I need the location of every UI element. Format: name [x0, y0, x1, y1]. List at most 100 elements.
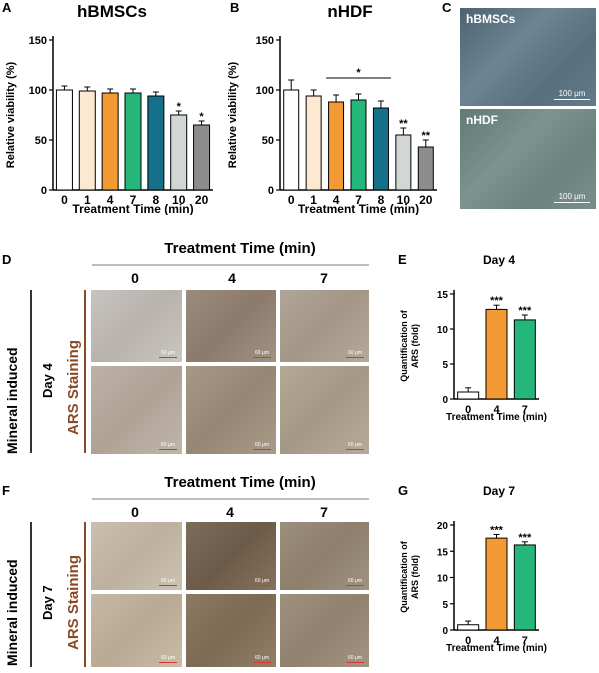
bar: [417, 146, 434, 191]
x-tick-label: 8: [153, 193, 160, 207]
y-tick-label: 100: [256, 85, 274, 97]
x-tick-label: 8: [378, 193, 385, 207]
y-axis-label-group: Quantification of ARS (fold): [399, 309, 420, 381]
panel-label-d: D: [2, 252, 12, 267]
grid-f-vrule-stain: [84, 522, 86, 667]
ars-image-d4-7-b: 60 μm: [280, 366, 369, 454]
panel-label-g: G: [398, 483, 409, 498]
ars-image-d4-0-b: 60 μm: [91, 366, 182, 454]
x-tick-label: 0: [465, 635, 471, 647]
x-tick-label: 4: [107, 193, 114, 207]
x-tick-label: 0: [465, 404, 471, 416]
micrograph-label-hbmscs: hBMSCs: [466, 12, 516, 26]
grid-f-row-outer: Mineral induced: [4, 559, 20, 666]
ars-image-d4-7-a: 60 μm: [280, 290, 369, 362]
y-tick-label: 50: [262, 135, 274, 147]
significance-label: ***: [490, 295, 504, 307]
y-tick-label: 0: [41, 185, 47, 197]
bar: [328, 101, 345, 191]
x-tick-label: 7: [522, 635, 528, 647]
chart-title: hBMSCs: [77, 2, 147, 21]
chart-title: nHDF: [327, 2, 372, 21]
bar: [457, 624, 480, 631]
grid-d-row-stain: ARS Staining: [65, 339, 82, 435]
y-tick-label: 150: [29, 35, 47, 47]
x-tick-label: 0: [61, 193, 68, 207]
scale-bar-text: 60 μm: [348, 350, 362, 356]
bar: [350, 99, 367, 191]
x-tick-label: 7: [522, 404, 528, 416]
ars-image-d7-7-b: 60 μm: [280, 594, 369, 667]
y-axis-label-group: Quantification of ARS (fold): [399, 540, 420, 612]
x-tick-label: 1: [84, 193, 91, 207]
significance-label: **: [422, 130, 431, 142]
bar: [372, 107, 389, 191]
bar: [124, 92, 142, 191]
grid-f-col-0: 0: [131, 504, 139, 520]
x-axis-label: Treatment Time (min): [72, 202, 193, 215]
x-tick-label: 7: [355, 193, 362, 207]
bar: [513, 319, 536, 400]
grid-d-col-7: 7: [320, 270, 328, 286]
y-axis-label: ARS (fold): [410, 555, 420, 599]
significance-label: *: [199, 111, 204, 123]
micrograph-hbmscs: hBMSCs 100 μm: [460, 8, 596, 106]
grid-f-title: Treatment Time (min): [164, 474, 316, 491]
scale-bar-text: 60 μm: [348, 442, 362, 448]
ars-image-d7-4-a: 60 μm: [186, 522, 276, 590]
grid-d-title: Treatment Time (min): [164, 240, 316, 257]
y-axis-label-group: Relative viability (%): [227, 61, 239, 168]
chart-title: Day 7: [483, 484, 515, 498]
micrograph-nhdf: nHDF 100 μm: [460, 109, 596, 209]
micrograph-label-nhdf: nHDF: [466, 113, 498, 127]
y-axis-label: ARS (fold): [410, 324, 420, 368]
panel-label-e: E: [398, 252, 407, 267]
grid-f-col-7: 7: [320, 504, 328, 520]
grid-f-col-4: 4: [226, 504, 234, 520]
scale-bar-text: 60 μm: [255, 655, 269, 661]
x-tick-label: 4: [333, 193, 340, 207]
significance-label: ***: [518, 305, 532, 317]
grid-f-vrule-outer: [30, 522, 32, 667]
ars-image-d4-0-a: 60 μm: [91, 290, 182, 362]
ars-image-d7-0-b: 60 μm: [91, 594, 182, 667]
y-axis-label-group: Relative viability (%): [5, 61, 17, 168]
x-tick-label: 4: [493, 635, 500, 647]
bar: [193, 124, 211, 191]
bar: [395, 134, 412, 191]
grid-f-rule: [92, 498, 369, 500]
bar: [283, 89, 300, 191]
panel-label-f: F: [2, 483, 10, 498]
y-tick-label: 0: [442, 395, 448, 406]
x-tick-label: 4: [493, 404, 500, 416]
y-tick-label: 20: [437, 521, 449, 532]
y-tick-label: 10: [437, 574, 449, 585]
ars-image-d7-7-a: 60 μm: [280, 522, 369, 590]
chart-e: Day 4 0 5 10 15 0 4 *** 7 *** Treatment Time (min)…: [399, 253, 547, 423]
y-tick-label: 0: [442, 626, 448, 637]
chart-title: Day 4: [483, 253, 515, 267]
ars-image-d7-0-a: 60 μm: [91, 522, 182, 590]
significance-label: **: [399, 118, 408, 130]
y-tick-label: 50: [35, 135, 47, 147]
chart-g: Day 7 0 5 10 15 20 0 4 *** 7 *** Treatment Time (mi…: [399, 484, 547, 654]
grid-d-col-0: 0: [131, 270, 139, 286]
scale-bar-text: 60 μm: [255, 442, 269, 448]
bar: [457, 391, 480, 400]
chart-a: hBMSCs 0 50 100 150 0 1 4 7 8 10 * 20 * Treatment Time…: [5, 2, 213, 215]
x-tick-label: 10: [397, 193, 411, 207]
significance-label: ***: [518, 532, 532, 544]
y-axis-label: Relative viability (%): [5, 61, 17, 168]
panel-label-a: A: [2, 0, 12, 15]
grid-d-row-outer: Mineral induced: [4, 347, 20, 454]
bar: [485, 537, 508, 631]
scale-bar-text: 60 μm: [161, 578, 175, 584]
x-tick-label: 0: [288, 193, 295, 207]
scale-bar: 100 μm: [554, 192, 590, 203]
y-tick-label: 15: [437, 290, 449, 301]
grid-f-row-stain: ARS Staining: [65, 554, 82, 650]
scale-bar-text: 60 μm: [255, 578, 269, 584]
scale-bar-text: 60 μm: [161, 442, 175, 448]
y-tick-label: 100: [29, 85, 47, 97]
